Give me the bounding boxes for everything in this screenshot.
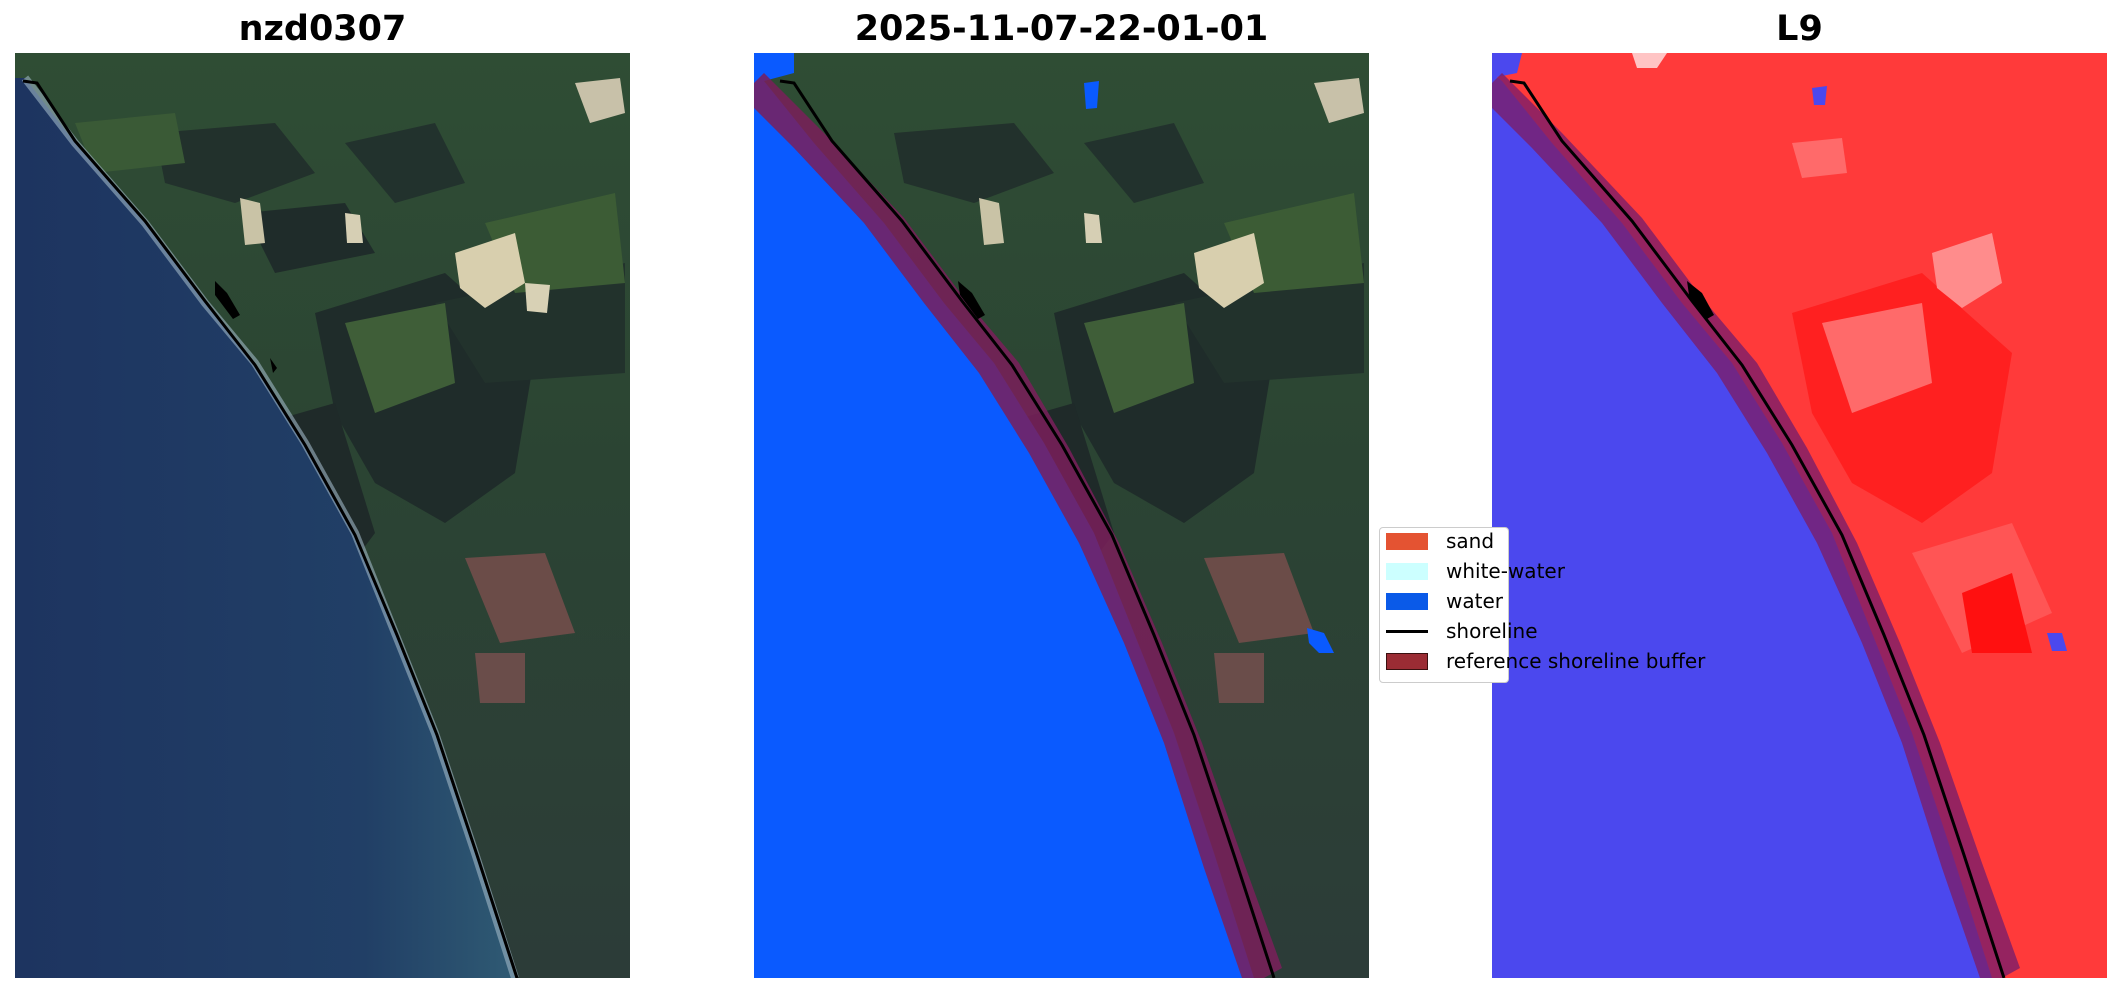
panel-title-rgb: nzd0307 [238, 9, 407, 49]
index-image [1492, 53, 2107, 978]
white-water-swatch [1386, 563, 1428, 580]
legend: sand white-water water shoreline referen… [1379, 527, 1705, 683]
water-swatch [1386, 593, 1428, 610]
legend-item-white-water: white-water [1386, 558, 1586, 584]
shoreline-path [1509, 79, 2006, 978]
reference-buffer-swatch [1386, 653, 1428, 670]
legend-label-reference-buffer: reference shoreline buffer [1446, 649, 1706, 673]
legend-item-shoreline: shoreline [1386, 618, 1586, 644]
legend-label-shoreline: shoreline [1446, 619, 1538, 643]
legend-item-water: water [1386, 588, 1586, 614]
classified-image [754, 53, 1369, 978]
legend-item-sand: sand [1386, 528, 1586, 554]
shoreline-path [779, 79, 1276, 978]
sand-swatch [1386, 533, 1428, 550]
rgb-satellite-image [15, 53, 630, 978]
legend-label-water: water [1446, 589, 1503, 613]
shoreline-path [22, 79, 519, 978]
shoreline-swatch [1386, 630, 1428, 633]
legend-label-white-water: white-water [1446, 559, 1565, 583]
panel-title-classified: 2025-11-07-22-01-01 [854, 9, 1269, 49]
panel-title-index: L9 [1776, 9, 1823, 49]
legend-label-sand: sand [1446, 529, 1495, 553]
legend-item-reference-buffer: reference shoreline buffer [1386, 648, 1705, 674]
